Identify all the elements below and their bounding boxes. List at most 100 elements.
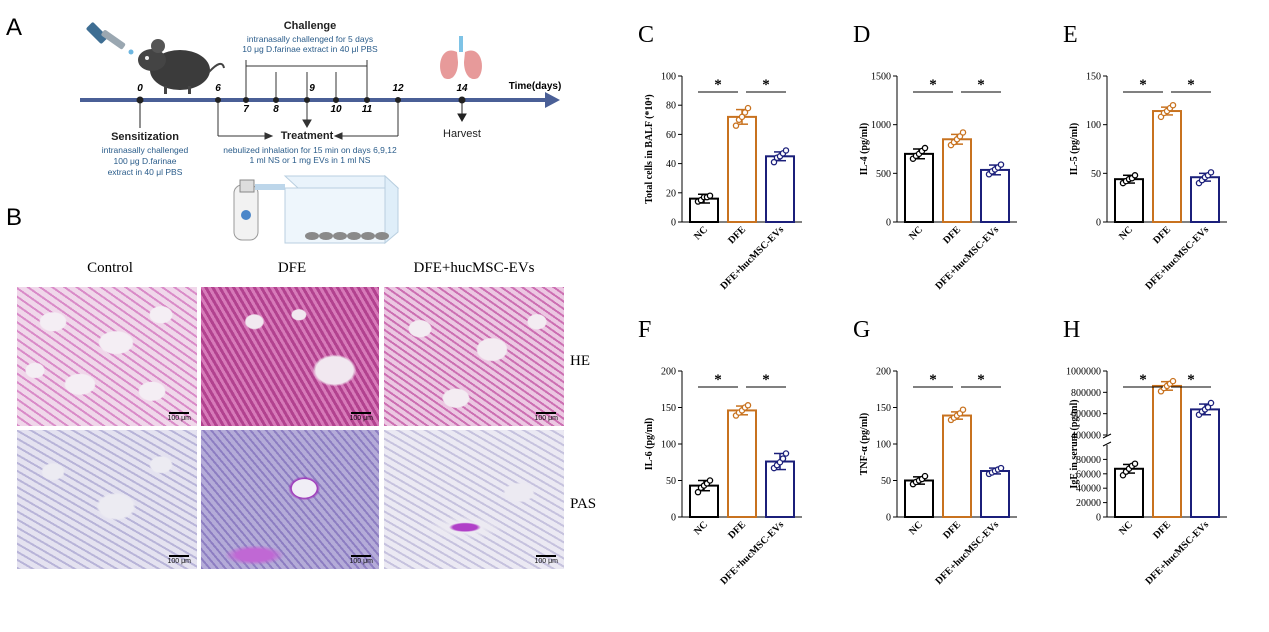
treatment-title: Treatment [280, 130, 334, 142]
y-tick-label: 150 [876, 403, 891, 414]
data-point [959, 406, 967, 413]
histology-he-control: 100 μm [17, 287, 197, 426]
histology-pas-control: 100 μm [17, 430, 197, 569]
column-label-dfe: DFE [277, 260, 307, 276]
mouse-icon [138, 39, 225, 94]
data-point [744, 402, 752, 409]
y-tick-label: 1000 [871, 120, 891, 131]
scale-bar: 100 μm [350, 412, 373, 422]
y-axis-label: IL-4 (pg/ml) [859, 123, 870, 176]
bar-nc [1114, 178, 1144, 224]
data-point [706, 192, 714, 199]
y-tick-label: 60 [666, 130, 676, 141]
challenge-title: Challenge [283, 20, 337, 32]
data-point [744, 104, 752, 112]
data-point [706, 477, 714, 484]
scale-bar: 100 μm [535, 412, 558, 422]
treatment-line-1: nebulized inhalation for 15 min on days … [223, 145, 397, 155]
significance-marker: * [977, 77, 985, 93]
day-label-9: 9 [309, 83, 315, 94]
y-axis-label: IgE in serum (pg/ml) [1069, 399, 1080, 488]
day-label-6: 6 [215, 83, 221, 94]
y-axis-label: TNF-α (pg/ml) [859, 413, 870, 476]
y-tick-label: 0 [886, 513, 891, 524]
y-tick-label: 50 [881, 476, 891, 487]
x-tick-label: DFE+hucMSC-EVs [1144, 519, 1212, 587]
y-tick-label: 0 [1096, 218, 1101, 229]
x-tick-label: DFE+hucMSC-EVs [934, 224, 1002, 292]
histology-he-dfe-evs: 100 μm [384, 287, 564, 426]
scale-bar: 100 μm [350, 555, 373, 565]
treatment-bracket [217, 103, 399, 140]
data-point [770, 158, 778, 166]
significance-marker: * [762, 77, 770, 93]
y-tick-label: 150 [661, 403, 676, 414]
bar-dfe [727, 115, 757, 223]
column-label-control: Control [87, 260, 133, 276]
bar-dfe [942, 138, 972, 223]
data-point [694, 488, 702, 496]
bar-dfe [942, 414, 972, 518]
harvest-label: Harvest [443, 128, 481, 140]
challenge-bracket [245, 60, 368, 97]
x-tick-label: DFE [941, 224, 963, 246]
y-axis-label: IL-6 (pg/ml) [644, 418, 655, 471]
significance-marker: * [1139, 77, 1147, 93]
bar-dfe-hucmsc-evs [765, 460, 795, 519]
data-point [997, 464, 1005, 472]
significance-marker: * [929, 372, 937, 388]
panel-letter-d: D [853, 22, 870, 48]
x-tick-label: DFE [726, 224, 748, 246]
sensitization-line-3: extract in 40 μl PBS [107, 167, 183, 177]
chart-panel-f: F 0 50 100 150 200 IL-6 (pg/ml) NC DFEDFE+hucMSC… [638, 317, 802, 587]
lungs-icon [440, 36, 482, 80]
x-tick-label: DFE+hucMSC-EVs [719, 519, 787, 587]
scale-bar: 100 μm [168, 412, 191, 422]
y-tick-label: 100 [661, 440, 676, 451]
y-tick-label: 600000 [1071, 409, 1101, 420]
panel-letter-e: E [1063, 22, 1078, 48]
data-point [741, 109, 749, 116]
scale-bar: 100 μm [535, 555, 558, 565]
data-point [997, 161, 1005, 168]
panel-letter-b: B [6, 204, 23, 231]
data-point [738, 113, 746, 121]
x-tick-label: DFE [941, 519, 963, 541]
day-markers [136, 96, 467, 128]
y-tick-label: 800000 [1071, 388, 1101, 399]
bar-nc [904, 152, 934, 223]
y-tick-label: 0 [886, 218, 891, 229]
significance-marker: * [1139, 372, 1147, 388]
bar-dfe [1152, 110, 1182, 223]
data-point [1169, 377, 1177, 385]
x-tick-label: NC [692, 519, 710, 537]
panel-letter-f: F [638, 317, 651, 343]
significance-marker: * [1187, 77, 1195, 93]
y-tick-label: 40000 [1076, 484, 1101, 495]
time-axis-arrowhead [545, 92, 560, 108]
pipette-icon [86, 22, 134, 55]
treatment-line-2: 1 ml NS or 1 mg EVs in 1 ml NS [249, 155, 371, 165]
significance-marker: * [714, 372, 722, 388]
challenge-line-2: 10 μg D.farinae extract in 40 μl PBS [242, 44, 378, 54]
data-point [1131, 172, 1139, 179]
y-tick-label: 80 [666, 101, 676, 112]
y-tick-label: 40 [666, 159, 676, 170]
x-tick-label: DFE [726, 519, 748, 541]
y-tick-label: 50 [1091, 169, 1101, 180]
bar-dfe-hucmsc-evs [1190, 176, 1220, 224]
axis-break-mark [1102, 441, 1112, 447]
bar-dfe [1152, 384, 1182, 518]
data-point [921, 144, 929, 152]
significance-marker: * [1187, 372, 1195, 388]
y-tick-label: 150 [1086, 72, 1101, 83]
x-tick-label: DFE+hucMSC-EVs [719, 224, 787, 292]
day-label-11: 11 [361, 104, 373, 115]
x-tick-label: NC [907, 224, 925, 242]
row-label-pas: PAS [570, 496, 597, 512]
y-tick-label: 20000 [1076, 498, 1101, 509]
sensitization-title: Sensitization [111, 131, 179, 143]
y-tick-label: 60000 [1076, 469, 1101, 480]
column-label-dfe-evs: DFE+hucMSC-EVs [413, 260, 535, 276]
day-label-12: 12 [392, 83, 404, 94]
